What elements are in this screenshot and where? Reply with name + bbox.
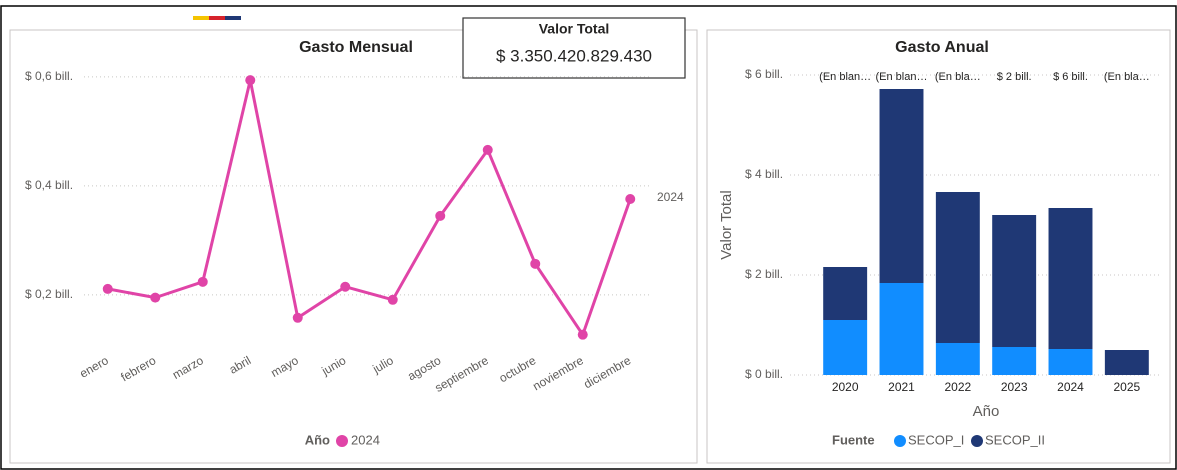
bar-segment <box>992 215 1037 347</box>
bar-segment <box>823 267 868 320</box>
card-value: $ 3.350.420.829.430 <box>496 46 652 65</box>
annotation: (En blan… <box>819 71 871 83</box>
chart-title: Gasto Anual <box>895 39 989 56</box>
point <box>150 292 161 303</box>
point <box>482 144 493 155</box>
panel <box>9 29 698 464</box>
point <box>102 283 113 294</box>
panel <box>706 29 1171 464</box>
y-tick-label: $ 0 bill. <box>745 367 783 381</box>
legend-label: SECOP_I <box>908 432 964 447</box>
bar-segment <box>992 347 1037 375</box>
annotation: $ 6 bill. <box>1053 71 1088 83</box>
point <box>625 193 636 204</box>
y-tick-label: $ 6 bill. <box>745 67 783 81</box>
point <box>197 276 208 287</box>
flag-stripe <box>209 16 225 20</box>
bar-segment <box>879 89 924 283</box>
point <box>387 294 398 305</box>
y-tick-label: $ 0,4 bill. <box>25 178 73 192</box>
y-tick-label: $ 4 bill. <box>745 167 783 181</box>
bar-segment <box>823 320 868 375</box>
flag-stripe <box>225 16 241 20</box>
flag-stripe <box>193 16 209 20</box>
y-tick-label: $ 0,2 bill. <box>25 287 73 301</box>
point <box>530 258 541 269</box>
x-tick-label: 2023 <box>1001 380 1028 394</box>
annotation: (En bla… <box>935 71 981 83</box>
annotation: $ 2 bill. <box>997 71 1032 83</box>
point <box>245 75 256 86</box>
point <box>577 329 588 340</box>
legend-title: Año <box>305 432 330 447</box>
bar-segment <box>1104 350 1149 375</box>
y-axis-title: Valor Total <box>718 190 735 260</box>
bar-segment <box>935 343 980 375</box>
point <box>292 312 303 323</box>
legend-swatch <box>894 435 906 447</box>
x-tick-label: 2020 <box>832 380 859 394</box>
frame <box>0 5 1177 470</box>
bar-segment <box>1048 208 1093 349</box>
legend-swatch <box>336 435 348 447</box>
bar-segment <box>1048 349 1093 375</box>
y-tick-label: $ 0,6 bill. <box>25 69 73 83</box>
card-title: Valor Total <box>539 21 610 37</box>
x-tick-label: 2025 <box>1113 380 1140 394</box>
series-end-label: 2024 <box>657 190 684 204</box>
point <box>340 281 351 292</box>
point <box>435 210 446 221</box>
annotation: (En bla… <box>1104 71 1150 83</box>
bar-segment <box>935 192 980 343</box>
annotation: (En blan… <box>876 71 928 83</box>
x-tick-label: 2024 <box>1057 380 1084 394</box>
y-tick-label: $ 2 bill. <box>745 267 783 281</box>
line <box>107 79 632 339</box>
legend-swatch <box>971 435 983 447</box>
chart-title: Gasto Mensual <box>299 39 413 56</box>
bar-chart: Gasto Anual $ 0 bill. $ 2 bill. $ 4 bill. $… <box>718 39 1160 447</box>
legend-title: Fuente <box>832 432 875 447</box>
card <box>462 17 686 79</box>
legend-label: SECOP_II <box>985 432 1045 447</box>
x-tick-label: 2022 <box>944 380 971 394</box>
bar-segment <box>879 283 924 375</box>
legend-label: 2024 <box>351 432 380 447</box>
x-axis-title: Año <box>973 403 1000 420</box>
x-tick-label: 2021 <box>888 380 915 394</box>
